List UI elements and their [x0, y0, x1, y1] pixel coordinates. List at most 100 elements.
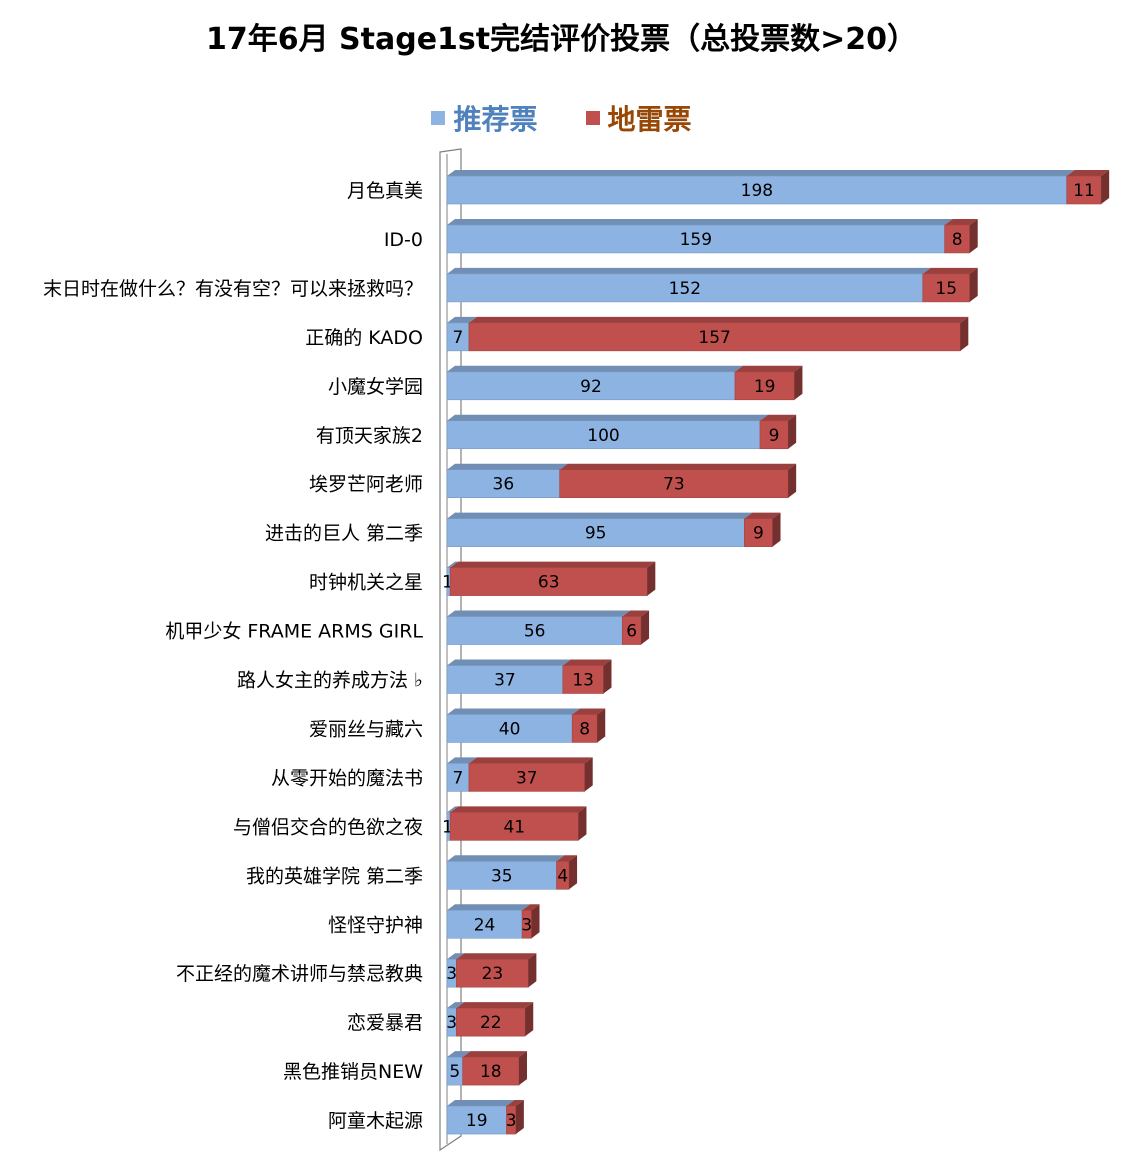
bar-landmine-top	[556, 855, 578, 862]
chart-legend: 推荐票 地雷票	[0, 98, 1123, 138]
bar-recommend-value-label: 92	[580, 377, 602, 397]
bar-recommend	[446, 175, 1068, 205]
category-label: 进击的巨人 第二季	[265, 523, 423, 545]
category-label: 埃罗芒阿老师	[309, 474, 423, 496]
bar-landmine-value-label: 19	[754, 377, 776, 397]
bar-recommend-top	[447, 561, 459, 568]
bar-landmine-value-label: 73	[663, 475, 685, 495]
bar-landmine-side	[531, 904, 540, 939]
bar-recommend-top	[447, 953, 465, 960]
bar-recommend-value-label: 100	[587, 426, 619, 446]
category-label: 与僧侣交合的色欲之夜	[233, 816, 423, 838]
category-label: 不正经的魔术讲师与禁忌教典	[176, 963, 423, 985]
category-label: 末日时在做什么？有没有空？可以来拯救吗？	[43, 278, 423, 300]
bar-landmine-side	[518, 1051, 527, 1086]
bar-landmine-side	[772, 512, 781, 547]
legend-swatch-recommend	[431, 111, 446, 125]
bar-recommend-top	[447, 1002, 465, 1009]
bar-landmine-top	[562, 659, 612, 666]
category-label: 我的英雄学院 第二季	[246, 865, 423, 887]
bar-landmine-side	[969, 267, 978, 302]
bar-recommend-value-label: 3	[446, 964, 457, 984]
bar-recommend	[446, 224, 945, 254]
bar-recommend	[446, 469, 560, 499]
bar-landmine-top	[944, 218, 978, 225]
bar-landmine-top	[760, 414, 797, 421]
bar-recommend-top	[447, 414, 768, 421]
bar-landmine-value-label: 41	[503, 817, 525, 837]
bar-recommend-top	[447, 806, 459, 813]
legend-swatch-landmine	[585, 111, 600, 125]
bar-landmine-top	[572, 708, 606, 715]
bar-landmine-side	[788, 414, 797, 449]
bar-recommend-top	[447, 267, 931, 274]
bar-recommend	[446, 518, 745, 547]
bar-landmine-side	[525, 1002, 534, 1037]
bar-recommend-value-label: 159	[680, 230, 712, 250]
category-label: 时钟机关之星	[309, 572, 423, 594]
bar-landmine-value-label: 15	[935, 279, 957, 299]
bar-landmine-top	[450, 561, 656, 568]
bar-landmine-value-label: 18	[480, 1062, 502, 1082]
bar-landmine	[744, 518, 773, 547]
bar-recommend-top	[447, 316, 477, 323]
bar-recommend-top	[447, 757, 477, 764]
bar-recommend-top	[447, 659, 571, 666]
category-label: 正确的 KADO	[305, 327, 423, 349]
bar-recommend-value-label: 7	[453, 768, 464, 788]
bar-landmine-value-label: 8	[952, 230, 963, 250]
bar-landmine-side	[515, 1100, 524, 1135]
bar-landmine	[922, 273, 971, 303]
bar-landmine-side	[969, 218, 978, 253]
bar-landmine-side	[584, 757, 593, 792]
bar-recommend-value-label: 24	[474, 915, 496, 935]
bar-recommend-top	[447, 855, 565, 862]
bar-recommend-top	[447, 512, 753, 519]
bar-landmine-top	[462, 1051, 527, 1058]
bar-landmine	[468, 763, 586, 792]
bar-landmine-top	[506, 1100, 524, 1107]
category-label: 阿童木起源	[328, 1110, 423, 1132]
bar-landmine-top	[456, 953, 537, 960]
bar-landmine	[449, 567, 648, 596]
bar-landmine-side	[794, 365, 803, 400]
legend-label-landmine: 地雷票	[607, 103, 692, 136]
bar-landmine-value-label: 9	[769, 426, 780, 446]
category-label: 从零开始的魔法书	[271, 767, 423, 789]
bar-landmine-side	[1101, 170, 1110, 204]
bar-landmine-top	[456, 1002, 534, 1009]
legend-item-landmine: 地雷票	[585, 98, 692, 138]
bar-landmine-side	[578, 806, 587, 841]
bar-landmine	[468, 322, 961, 352]
bar-recommend-top	[447, 1051, 471, 1058]
bar-landmine	[759, 420, 789, 450]
bar-recommend-value-label: 5	[449, 1062, 460, 1082]
category-label: 爱丽丝与藏六	[309, 718, 423, 740]
bar-landmine	[571, 714, 598, 743]
bar-recommend-value-label: 1	[442, 817, 453, 837]
bar-recommend-top	[447, 463, 568, 470]
bar-recommend	[446, 616, 623, 645]
category-label: 怪怪守护神	[328, 914, 423, 936]
bar-recommend	[446, 1105, 507, 1135]
bar-landmine-value-label: 22	[480, 1013, 502, 1033]
category-label: 黑色推销员NEW	[283, 1061, 423, 1083]
bar-recommend-top	[447, 904, 531, 911]
bar-recommend-value-label: 95	[585, 524, 607, 544]
bar-recommend-value-label: 198	[741, 181, 773, 201]
bar-recommend-value-label: 56	[524, 622, 546, 642]
bar-landmine-value-label: 4	[557, 866, 568, 886]
bar-recommend-value-label: 37	[494, 671, 516, 691]
bar-recommend-value-label: 19	[466, 1111, 488, 1131]
bar-recommend-top	[447, 365, 743, 372]
bar-landmine-value-label: 23	[482, 964, 504, 984]
bar-landmine-value-label: 3	[506, 1111, 517, 1131]
category-label: ID-0	[384, 229, 423, 251]
category-label: 有顶天家族2	[316, 425, 423, 447]
bar-recommend-value-label: 7	[453, 328, 464, 348]
bar-landmine-top	[622, 610, 650, 617]
category-label: 恋爱暴君	[347, 1012, 423, 1034]
bar-recommend-top	[447, 708, 581, 715]
bar-landmine-value-label: 3	[521, 915, 532, 935]
bar-landmine	[1066, 175, 1102, 205]
